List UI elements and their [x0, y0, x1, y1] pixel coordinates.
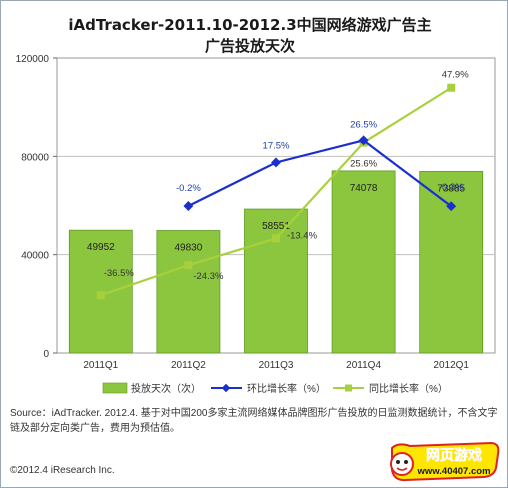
data-point: [96, 291, 105, 300]
site-logo: 网页游戏 www.40407.com: [390, 441, 500, 482]
data-label: -13.4%: [287, 230, 318, 241]
bar: [156, 230, 221, 354]
data-label: -0.3%: [439, 182, 464, 193]
source-note: Source：iAdTracker. 2012.4. 基于对中国200多家主流网…: [10, 408, 498, 434]
bar: [244, 208, 308, 354]
data-point: [272, 234, 280, 243]
chart-title-line1: iAdTracker-2011.10-2012.3中国网络游戏广告主: [68, 16, 431, 34]
data-point: [183, 201, 194, 211]
y-tick-label: 0: [43, 349, 49, 360]
data-point: [446, 201, 457, 212]
logo-url: www.40407.com: [416, 466, 490, 477]
data-label: 26.5%: [350, 119, 377, 130]
x-tick-label: 2011Q2: [171, 360, 206, 371]
data-point: [271, 157, 281, 168]
bar-value-label: 49830: [174, 243, 202, 254]
legend-swatch-marker: [345, 384, 352, 392]
data-label: -24.3%: [193, 271, 224, 282]
logo-text: 网页游戏: [426, 447, 482, 464]
bar: [331, 170, 396, 354]
bar-value-label: 73885: [437, 183, 465, 194]
x-tick-label: 2011Q1: [83, 360, 118, 371]
y-tick-label: 80000: [21, 152, 49, 163]
legend-label: 环比增长率（%）: [247, 382, 326, 395]
x-tick-label: 2012Q1: [433, 360, 469, 371]
data-label: 25.6%: [350, 159, 377, 170]
data-point: [184, 261, 193, 270]
bar-value-label: 49952: [87, 242, 115, 253]
data-point: [358, 135, 369, 146]
x-tick-label: 2011Q4: [346, 360, 381, 371]
plot-area: 0 40000 80000 120000 49952 49830 58551 74078 738…: [16, 54, 496, 371]
bar: [419, 170, 484, 354]
x-tick-label: 2011Q3: [259, 360, 294, 371]
bar-value-label: 74078: [350, 183, 378, 194]
data-label: 47.9%: [442, 70, 469, 81]
legend-swatch-bar: [102, 382, 128, 394]
y-tick-label: 40000: [21, 251, 49, 262]
data-label: -0.2%: [176, 183, 201, 194]
legend: 投放天次（次） 环比增长率（%） 同比增长率（%）: [102, 382, 448, 395]
legend-label: 同比增长率（%）: [369, 382, 448, 395]
data-label: 17.5%: [263, 140, 290, 151]
legend-label: 投放天次（次）: [131, 382, 201, 395]
series-line: [187, 139, 452, 208]
data-label: -36.5%: [104, 268, 135, 279]
data-point: [447, 83, 456, 92]
legend-swatch-marker: [221, 383, 231, 393]
bar-value-label: 58551: [262, 221, 290, 232]
copyright: ©2012.4 iResearch Inc.: [10, 465, 115, 476]
chart-title-line2: 广告投放天次: [205, 37, 295, 55]
y-tick-label: 120000: [16, 54, 50, 65]
